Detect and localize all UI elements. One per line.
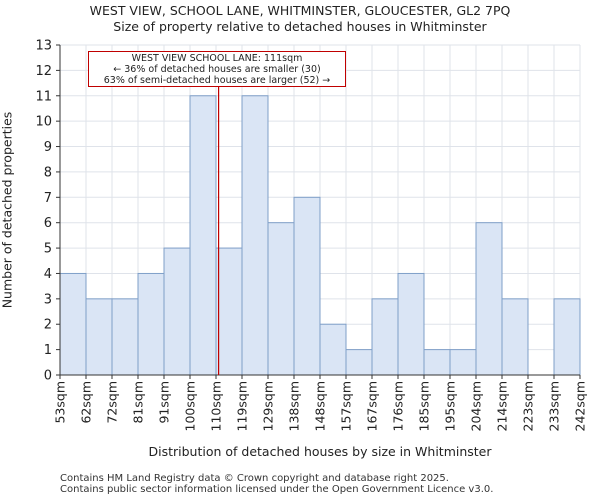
bar	[319, 323, 347, 376]
y-tick-label: 6	[44, 216, 52, 231]
bar	[371, 298, 399, 376]
property-annotation: WEST VIEW SCHOOL LANE: 111sqm ← 36% of d…	[88, 51, 346, 87]
x-tick-label: 81sqm	[131, 381, 146, 424]
bar	[215, 247, 243, 376]
bar	[189, 95, 217, 376]
footer-copyright: Contains HM Land Registry data © Crown c…	[60, 473, 449, 484]
y-tick-label: 12	[35, 64, 52, 79]
annotation-line-1: WEST VIEW SCHOOL LANE: 111sqm	[131, 53, 303, 64]
x-tick-label: 91sqm	[157, 381, 172, 424]
x-tick-label: 233sqm	[547, 381, 562, 431]
x-tick-label: 214sqm	[495, 381, 510, 431]
bar	[423, 349, 451, 376]
y-tick-label: 10	[35, 115, 52, 130]
chart-subtitle: Size of property relative to detached ho…	[113, 19, 487, 34]
bar	[475, 222, 503, 376]
bar	[137, 272, 165, 376]
bar	[59, 272, 87, 376]
x-tick-label: 72sqm	[105, 381, 120, 424]
x-tick-label: 100sqm	[183, 381, 198, 431]
bar	[449, 349, 477, 376]
annotation-line-3: 63% of semi-detached houses are larger (…	[103, 75, 331, 86]
y-tick-label: 2	[44, 318, 52, 333]
x-tick-label: 148sqm	[313, 381, 328, 431]
x-tick-label: 223sqm	[521, 381, 536, 431]
footer-licence: Contains public sector information licen…	[60, 484, 494, 495]
x-tick-label: 110sqm	[209, 381, 224, 431]
y-axis-label: Number of detached properties	[0, 111, 15, 309]
x-tick-label: 138sqm	[287, 381, 302, 431]
bar	[85, 298, 113, 376]
bar	[293, 196, 321, 376]
x-tick-label: 185sqm	[417, 381, 432, 431]
annotation-line-2: ← 36% of detached houses are smaller (30…	[113, 64, 321, 75]
x-tick-label: 62sqm	[79, 381, 94, 424]
y-tick-label: 9	[44, 140, 52, 155]
y-tick-label: 13	[35, 39, 52, 54]
bar	[163, 247, 191, 376]
y-tick-label: 0	[44, 369, 52, 384]
y-tick-label: 3	[44, 292, 52, 307]
x-axis-label: Distribution of detached houses by size …	[148, 444, 492, 459]
bar	[397, 272, 425, 376]
x-tick-label: 157sqm	[339, 381, 354, 431]
bar	[501, 298, 529, 376]
x-tick-label: 176sqm	[391, 381, 406, 431]
bar	[553, 298, 581, 376]
x-tick-label: 242sqm	[573, 381, 588, 431]
x-tick-label: 119sqm	[235, 381, 250, 431]
y-tick-label: 7	[44, 191, 52, 206]
y-tick-label: 11	[35, 89, 52, 104]
bar	[241, 95, 269, 376]
chart-title: WEST VIEW, SCHOOL LANE, WHITMINSTER, GLO…	[89, 3, 511, 18]
y-tick-label: 5	[44, 242, 52, 257]
y-tick-label: 4	[44, 267, 52, 282]
x-tick-label: 204sqm	[469, 381, 484, 431]
bar	[111, 298, 139, 376]
y-tick-label: 1	[44, 343, 52, 358]
x-tick-label: 53sqm	[53, 381, 68, 424]
y-tick-label: 8	[44, 165, 52, 180]
bar	[267, 222, 295, 376]
x-tick-label: 167sqm	[365, 381, 380, 431]
bar	[345, 349, 373, 376]
x-tick-label: 195sqm	[443, 381, 458, 431]
x-tick-label: 129sqm	[261, 381, 276, 431]
